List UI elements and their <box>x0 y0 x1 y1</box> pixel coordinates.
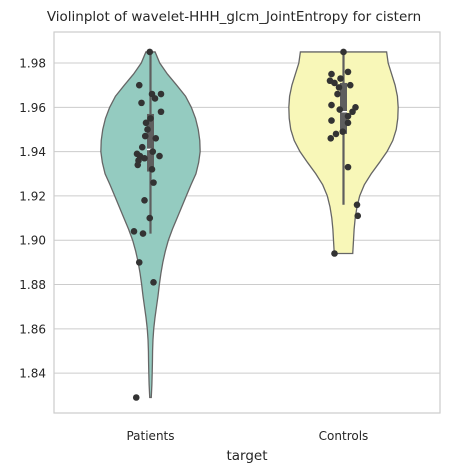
data-point <box>339 128 347 135</box>
data-point <box>142 119 150 127</box>
chart-title: Violinplot of wavelet-HHH_glcm_JointEntr… <box>47 9 421 25</box>
data-point <box>135 259 143 266</box>
data-point <box>328 70 335 78</box>
data-point <box>148 166 156 173</box>
x-tick-label: Controls <box>319 429 369 443</box>
data-point <box>353 201 361 209</box>
data-point <box>150 279 157 286</box>
y-tick-label: 1.86 <box>19 322 46 336</box>
data-point <box>130 228 138 235</box>
data-point <box>328 117 335 124</box>
data-point <box>141 132 149 140</box>
data-point <box>331 250 338 257</box>
data-point <box>328 101 335 109</box>
data-point <box>151 95 159 102</box>
x-tick-label: Patients <box>126 429 174 443</box>
data-point <box>334 90 341 98</box>
data-point <box>344 163 352 171</box>
data-point <box>332 130 340 138</box>
y-tick-label: 1.96 <box>19 101 46 115</box>
data-point <box>139 230 147 237</box>
data-point <box>141 197 148 204</box>
data-point <box>146 214 154 222</box>
y-tick-label: 1.88 <box>19 278 46 292</box>
data-point <box>344 119 352 127</box>
data-point <box>132 394 140 401</box>
plot-frame <box>53 31 441 414</box>
data-point <box>344 68 352 76</box>
data-point <box>146 48 154 56</box>
data-point <box>349 108 356 116</box>
y-tick-label: 1.90 <box>19 234 46 248</box>
data-point <box>337 75 344 82</box>
violin-iqr-box <box>147 113 154 172</box>
data-point <box>138 99 145 107</box>
y-tick-label: 1.92 <box>19 189 46 203</box>
data-point <box>346 81 354 89</box>
data-point <box>135 81 143 89</box>
data-point <box>157 90 165 98</box>
data-point <box>141 154 148 162</box>
violin-patients <box>100 48 201 401</box>
data-point <box>138 143 146 151</box>
violins <box>100 48 399 401</box>
y-tick-label: 1.84 <box>19 367 46 381</box>
data-point <box>152 135 160 142</box>
data-point <box>354 212 362 220</box>
y-tick-label: 1.94 <box>19 145 46 159</box>
data-point <box>147 115 154 122</box>
data-point <box>331 79 338 87</box>
violin-controls <box>288 48 399 257</box>
data-point <box>344 112 352 120</box>
y-axis-ticks: 1.84 1.86 1.88 1.90 1.92 1.94 1.96 1.98 <box>19 57 46 381</box>
data-point <box>340 48 347 56</box>
data-point <box>157 108 165 116</box>
data-point <box>336 106 344 113</box>
data-point <box>335 84 343 91</box>
x-axis-label: target <box>226 448 267 464</box>
data-point <box>149 148 157 155</box>
data-point <box>156 152 163 160</box>
violin-iqr-box <box>340 82 347 134</box>
x-axis-ticks: Patients Controls <box>126 429 368 443</box>
data-point <box>150 179 157 186</box>
data-point <box>144 126 151 133</box>
data-point <box>327 135 335 142</box>
y-tick-label: 1.98 <box>19 57 46 71</box>
data-point <box>134 161 142 169</box>
